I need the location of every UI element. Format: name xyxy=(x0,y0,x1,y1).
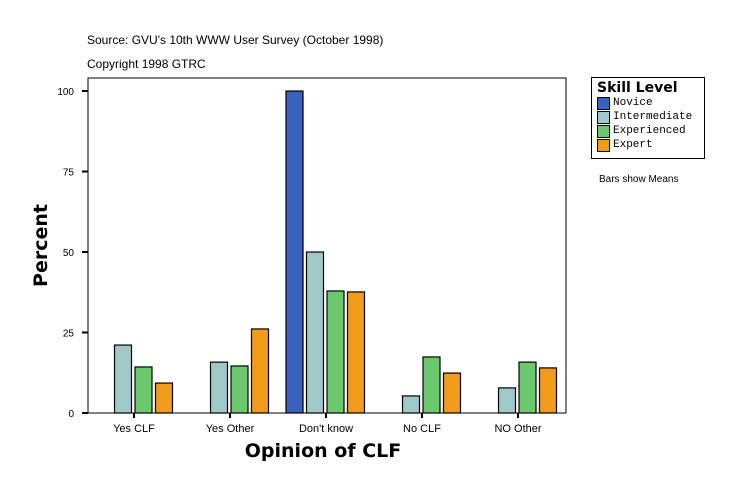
legend-swatch xyxy=(597,96,610,110)
bar-intermediate xyxy=(209,361,229,414)
legend-title: Skill Level xyxy=(597,80,678,96)
x-axis-label: Opinion of CLF xyxy=(245,440,401,462)
legend-label: Experienced xyxy=(613,125,686,137)
x-tick-label: Yes Other xyxy=(206,423,255,435)
legend-label: Novice xyxy=(613,97,653,109)
note-text: Bars show Means xyxy=(599,174,679,185)
bar-experienced xyxy=(518,361,537,414)
bar-intermediate xyxy=(497,387,517,414)
y-tick-label: 50 xyxy=(63,248,75,259)
bar-expert xyxy=(154,382,174,414)
legend-swatch xyxy=(597,124,610,138)
source-text: Source: GVU's 10th WWW User Survey (Octo… xyxy=(87,33,384,47)
bar-intermediate xyxy=(113,344,133,414)
x-tick-label: Yes CLF xyxy=(113,423,155,435)
bar-experienced xyxy=(134,366,153,414)
legend-label: Intermediate xyxy=(613,111,693,123)
legend-label: Expert xyxy=(613,139,653,151)
bar-experienced xyxy=(422,356,441,414)
y-tick-label: 0 xyxy=(68,409,74,420)
x-tick-label: No CLF xyxy=(403,423,441,435)
legend-swatch xyxy=(597,138,610,152)
bar-expert xyxy=(538,367,558,414)
legend-item: Expert xyxy=(597,138,704,152)
bar-intermediate xyxy=(305,251,325,414)
copyright-text: Copyright 1998 GTRC xyxy=(87,57,206,71)
bar-expert xyxy=(442,372,462,414)
y-axis-label: Percent xyxy=(30,204,52,287)
y-tick-label: 25 xyxy=(63,329,75,340)
legend-item: Intermediate xyxy=(597,110,704,124)
legend-item: Novice xyxy=(597,96,704,110)
legend-swatch xyxy=(597,110,610,124)
bar-expert xyxy=(250,328,270,414)
bar-intermediate xyxy=(401,395,421,414)
y-tick-label: 100 xyxy=(57,87,74,98)
legend: Skill Level Novice Intermediate Experience… xyxy=(591,77,705,159)
y-tick-label: 75 xyxy=(63,168,75,179)
bar-novice xyxy=(285,90,304,414)
x-tick-label: NO Other xyxy=(494,423,541,435)
legend-item: Experienced xyxy=(597,124,704,138)
bar-experienced xyxy=(326,290,345,414)
x-tick-label: Don't know xyxy=(299,423,353,435)
bar-experienced xyxy=(230,365,249,414)
bar-expert xyxy=(346,291,366,414)
